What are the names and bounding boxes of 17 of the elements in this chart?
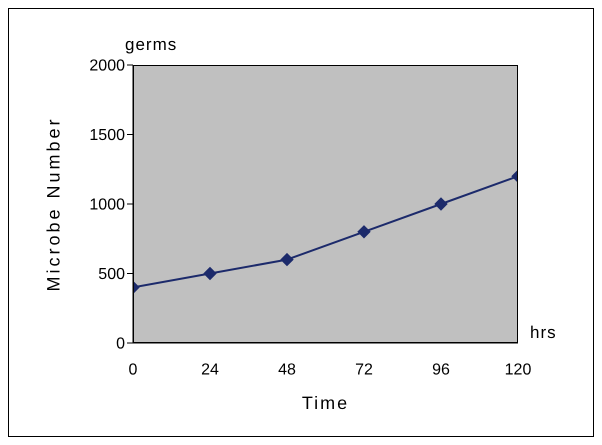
x-tick-label: 96 bbox=[432, 361, 450, 378]
y-tick-label: 1500 bbox=[89, 127, 126, 144]
text: germs bbox=[125, 35, 178, 55]
y-tick-label: 500 bbox=[98, 266, 126, 284]
point bbox=[280, 253, 294, 266]
x-tick-label: 0 bbox=[128, 361, 138, 378]
x-tick-label: 24 bbox=[201, 361, 219, 378]
y-tick-label: 1000 bbox=[89, 196, 126, 214]
point bbox=[358, 225, 370, 238]
x-tick-label: 72 bbox=[355, 361, 373, 378]
x-tick-label: 48 bbox=[278, 361, 296, 378]
y-tick-label: 0 bbox=[116, 336, 126, 353]
text: hrs bbox=[530, 323, 557, 343]
x-axis-title: Time bbox=[302, 393, 350, 413]
y-axis-title: Microbe Number bbox=[43, 116, 64, 292]
y-tick-label: 2000 bbox=[89, 58, 126, 75]
x-tick-label: 120 bbox=[504, 361, 532, 378]
